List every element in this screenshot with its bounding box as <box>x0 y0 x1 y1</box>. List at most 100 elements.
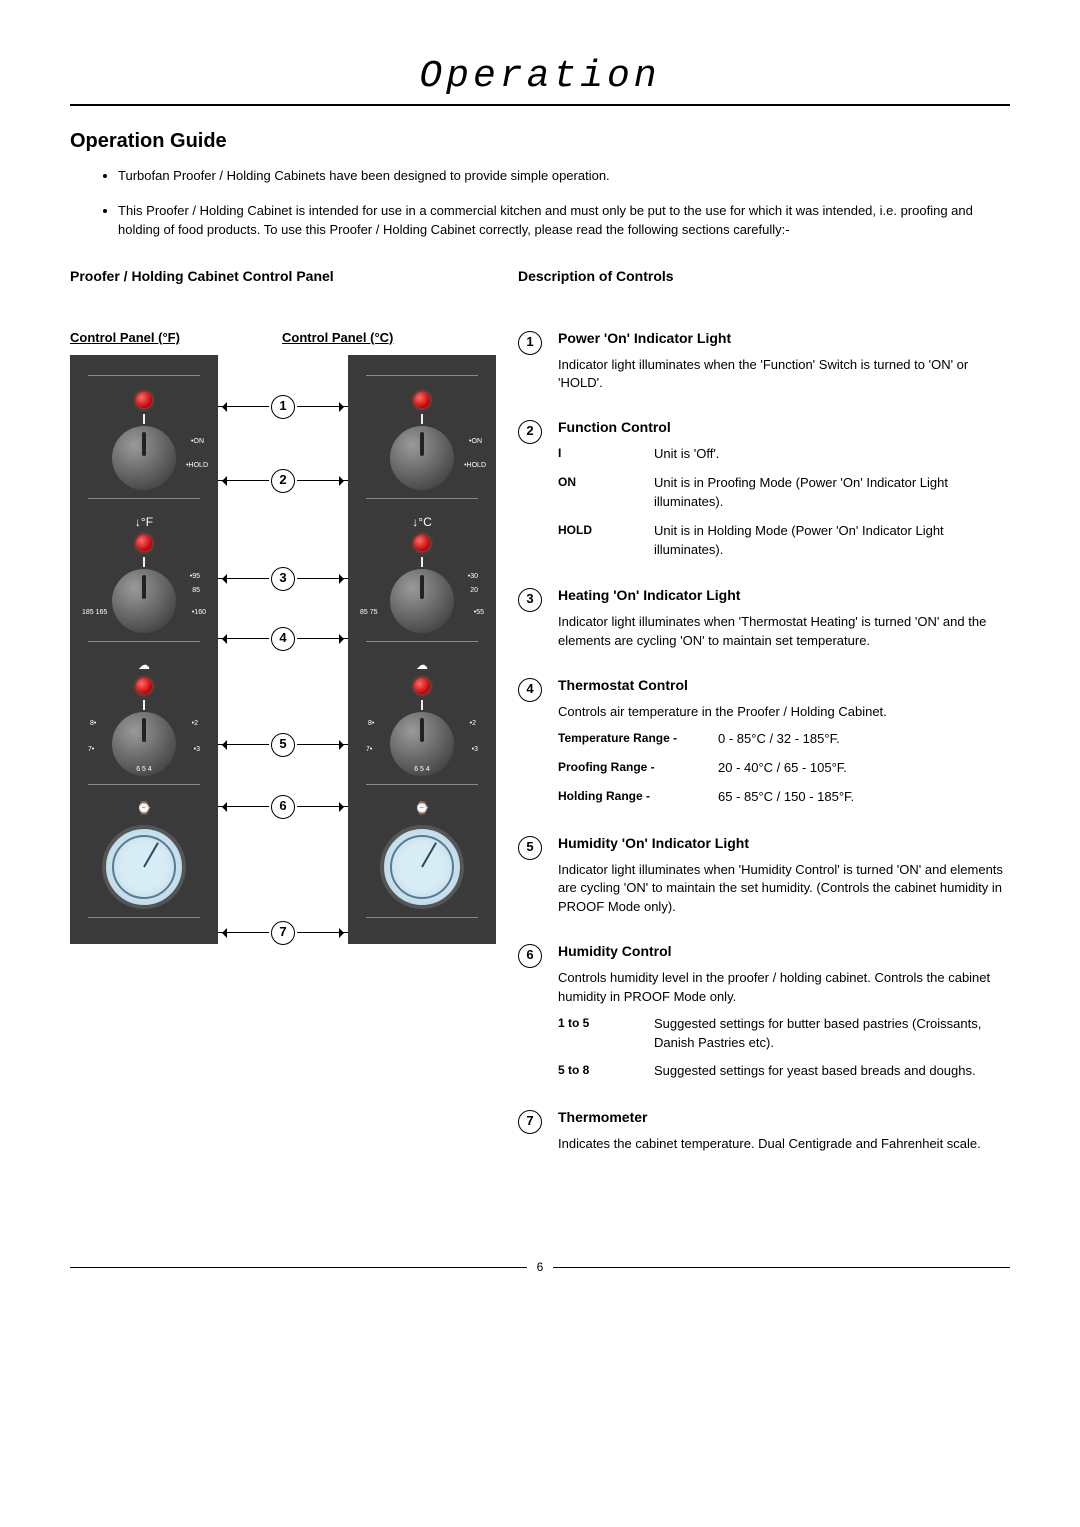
humidity-icon-c: ☁ <box>348 658 496 676</box>
controls-list: 1 Power 'On' Indicator LightIndicator lig… <box>518 330 1010 1163</box>
page-title: Operation <box>70 55 1010 98</box>
callout-number: 7 <box>271 921 295 945</box>
control-item-7: 7ThermometerIndicates the cabinet temper… <box>518 1109 1010 1162</box>
callout-number: 6 <box>271 795 295 819</box>
control-table-value: Suggested settings for yeast based bread… <box>654 1062 1010 1081</box>
callout-4: 4 <box>218 627 348 651</box>
control-title: Thermostat Control <box>558 677 1010 693</box>
control-body: ThermometerIndicates the cabinet tempera… <box>558 1109 1010 1162</box>
control-table: IUnit is 'Off'.ONUnit is in Proofing Mod… <box>558 445 1010 559</box>
description-heading: Description of Controls <box>518 268 1010 284</box>
thermometer-section-f: ⌚ <box>70 789 218 913</box>
control-body: Power 'On' Indicator LightIndicator ligh… <box>558 330 1010 402</box>
function-knob-c <box>390 426 454 490</box>
label-panel-c: Control Panel (°C) <box>282 330 393 345</box>
control-table-key: HOLD <box>558 522 654 560</box>
humidity-led-f <box>136 678 152 694</box>
page: Operation Operation Guide Turbofan Proof… <box>0 0 1080 1314</box>
control-title: Function Control <box>558 419 1010 435</box>
arrow-left-icon <box>218 806 269 807</box>
control-table-value: 0 - 85°C / 32 - 185°F. <box>718 730 1010 749</box>
control-number: 5 <box>518 836 542 860</box>
control-title: Humidity 'On' Indicator Light <box>558 835 1010 851</box>
control-item-1: 1 Power 'On' Indicator LightIndicator lig… <box>518 330 1010 402</box>
thermometer-section-c: ⌚ <box>348 789 496 913</box>
label-panel-f: Control Panel (°F) <box>70 330 282 345</box>
control-body: Thermostat Control Controls air temperatu… <box>558 677 1010 816</box>
arrow-right-icon <box>297 932 348 933</box>
control-table-key: Temperature Range - <box>558 730 718 749</box>
columns: Proofer / Holding Cabinet Control Panel … <box>70 268 1010 1181</box>
control-panel-c: •ON •HOLD ↓°C •30 20 •55 <box>348 355 496 944</box>
humidity-section-c: ☁ 8• •2 7• •3 6 5 4 <box>348 646 496 780</box>
control-item-2: 2Function ControlIUnit is 'Off'.ONUnit i… <box>518 419 1010 569</box>
callout-number: 1 <box>271 395 295 419</box>
arrow-left-icon <box>218 932 269 933</box>
footer-line <box>553 1267 1010 1268</box>
control-number: 4 <box>518 678 542 702</box>
control-number: 6 <box>518 944 542 968</box>
control-table-row: ONUnit is in Proofing Mode (Power 'On' I… <box>558 474 1010 512</box>
callout-3: 3 <box>218 567 348 591</box>
control-table-row: 5 to 8Suggested settings for yeast based… <box>558 1062 1010 1081</box>
arrow-left-icon <box>218 638 269 639</box>
control-body: Function ControlIUnit is 'Off'.ONUnit is… <box>558 419 1010 569</box>
control-number: 1 <box>518 331 542 355</box>
arrow-left-icon <box>218 406 269 407</box>
thermo-icon-c: ↓°C <box>348 515 496 533</box>
knob-label-on: •ON <box>469 438 482 445</box>
arrow-right-icon <box>297 806 348 807</box>
control-item-6: 6 Humidity ControlControls humidity level… <box>518 943 1010 1091</box>
arrow-left-icon <box>218 578 269 579</box>
control-table-row: Temperature Range -0 - 85°C / 32 - 185°F… <box>558 730 1010 749</box>
control-number: 2 <box>518 420 542 444</box>
control-table: Temperature Range -0 - 85°C / 32 - 185°F… <box>558 730 1010 807</box>
arrow-right-icon <box>297 578 348 579</box>
arrow-left-icon <box>218 744 269 745</box>
callout-7: 7 <box>218 921 348 945</box>
arrow-left-icon <box>218 480 269 481</box>
control-text: Indicator light illuminates when 'Thermo… <box>558 613 1010 651</box>
control-table-key: Proofing Range - <box>558 759 718 778</box>
knob-label-hold: •HOLD <box>464 462 486 469</box>
control-body: Humidity ControlControls humidity level … <box>558 943 1010 1091</box>
callout-number: 3 <box>271 567 295 591</box>
control-table-value: Suggested settings for butter based past… <box>654 1015 1010 1053</box>
right-column: Description of Controls 1 Power 'On' Indi… <box>518 268 1010 1181</box>
thermo-section-f: ↓°F •95 85 •160 185 165 <box>70 503 218 637</box>
control-table-row: 1 to 5Suggested settings for butter base… <box>558 1015 1010 1053</box>
control-text: Indicator light illuminates when the 'Fu… <box>558 356 1010 394</box>
thermometer-gauge-c <box>380 825 464 909</box>
arrow-right-icon <box>297 480 348 481</box>
arrow-right-icon <box>297 638 348 639</box>
thermometer-gauge-f <box>102 825 186 909</box>
control-table-value: 65 - 85°C / 150 - 185°F. <box>718 788 1010 807</box>
panel-labels: Control Panel (°F) Control Panel (°C) <box>70 330 500 355</box>
control-table-row: Holding Range -65 - 85°C / 150 - 185°F. <box>558 788 1010 807</box>
left-column: Proofer / Holding Cabinet Control Panel … <box>70 268 500 1181</box>
control-table-key: I <box>558 445 654 464</box>
function-section-c: •ON •HOLD <box>348 380 496 494</box>
panels-wrapper: •ON •HOLD ↓°F •95 85 •160 <box>70 355 500 944</box>
control-text: Indicator light illuminates when 'Humidi… <box>558 861 1010 918</box>
thermometer-icon-c: ⌚ <box>348 801 496 819</box>
control-item-3: 3Heating 'On' Indicator LightIndicator l… <box>518 587 1010 659</box>
thermo-icon-f: ↓°F <box>70 515 218 533</box>
control-text: Controls air temperature in the Proofer … <box>558 703 1010 722</box>
callout-number: 5 <box>271 733 295 757</box>
function-section-f: •ON •HOLD <box>70 380 218 494</box>
control-table-key: 1 to 5 <box>558 1015 654 1053</box>
thermo-section-c: ↓°C •30 20 •55 85 75 <box>348 503 496 637</box>
control-table-value: Unit is in Proofing Mode (Power 'On' Ind… <box>654 474 1010 512</box>
control-table-value: 20 - 40°C / 65 - 105°F. <box>718 759 1010 778</box>
function-knob-f <box>112 426 176 490</box>
control-panel-f: •ON •HOLD ↓°F •95 85 •160 <box>70 355 218 944</box>
callout-1: 1 <box>218 395 348 419</box>
control-table-key: ON <box>558 474 654 512</box>
control-table-value: Unit is 'Off'. <box>654 445 1010 464</box>
humidity-section-f: ☁ 8• •2 7• •3 6 5 4 <box>70 646 218 780</box>
control-number: 3 <box>518 588 542 612</box>
title-rule <box>70 104 1010 106</box>
intro-list: Turbofan Proofer / Holding Cabinets have… <box>70 167 1010 240</box>
control-text: Controls humidity level in the proofer /… <box>558 969 1010 1007</box>
